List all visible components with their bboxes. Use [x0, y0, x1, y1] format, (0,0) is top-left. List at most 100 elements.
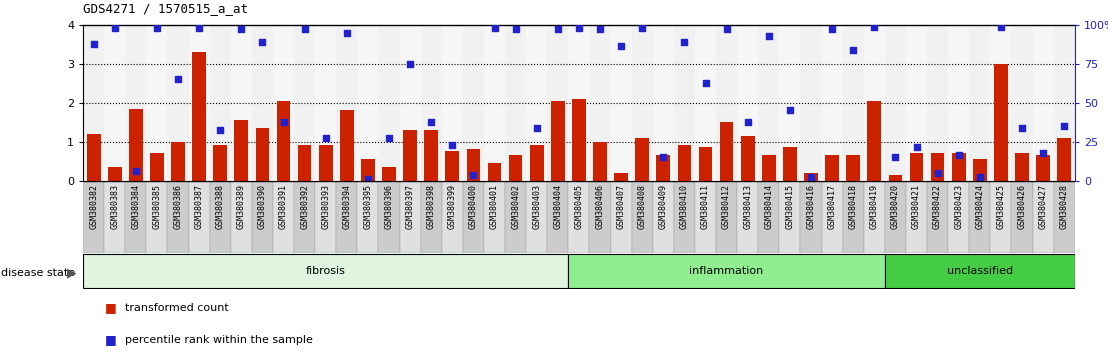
- Point: [106, 25, 124, 31]
- Point: [886, 154, 904, 160]
- Bar: [568, 25, 589, 181]
- Text: GSM380382: GSM380382: [89, 184, 99, 229]
- Point: [380, 135, 398, 141]
- Bar: [1054, 25, 1075, 181]
- Text: GSM380425: GSM380425: [996, 184, 1005, 229]
- Point: [148, 25, 166, 31]
- Text: GSM380413: GSM380413: [743, 184, 752, 229]
- Point: [634, 25, 652, 31]
- Text: GSM380398: GSM380398: [427, 184, 435, 229]
- Bar: [720, 122, 733, 181]
- Text: GSM380421: GSM380421: [912, 184, 921, 229]
- Text: ▶: ▶: [66, 266, 76, 279]
- Bar: [150, 153, 164, 181]
- Point: [443, 143, 461, 148]
- Bar: [931, 153, 944, 181]
- Bar: [340, 110, 353, 181]
- Bar: [277, 101, 290, 181]
- Bar: [843, 25, 864, 181]
- Bar: [551, 101, 565, 181]
- Point: [212, 127, 229, 133]
- Text: GSM380424: GSM380424: [975, 184, 984, 229]
- Bar: [256, 128, 269, 181]
- Text: GSM380392: GSM380392: [300, 184, 309, 229]
- Bar: [319, 145, 332, 181]
- Point: [739, 119, 757, 125]
- Point: [718, 27, 736, 32]
- Bar: [400, 25, 421, 181]
- Bar: [1054, 181, 1075, 253]
- Bar: [252, 181, 273, 253]
- Text: fibrosis: fibrosis: [306, 266, 346, 276]
- Text: GSM380405: GSM380405: [574, 184, 584, 229]
- Bar: [927, 25, 948, 181]
- Bar: [86, 134, 101, 181]
- Point: [85, 41, 103, 47]
- Bar: [466, 149, 480, 181]
- Bar: [188, 181, 209, 253]
- Bar: [632, 181, 653, 253]
- Text: GSM380404: GSM380404: [553, 184, 563, 229]
- Bar: [424, 130, 438, 181]
- Bar: [526, 181, 547, 253]
- Bar: [526, 25, 547, 181]
- Bar: [484, 25, 505, 181]
- Text: GSM380411: GSM380411: [701, 184, 710, 229]
- Text: GSM380397: GSM380397: [406, 184, 414, 229]
- Bar: [209, 25, 230, 181]
- Bar: [298, 145, 311, 181]
- Text: GSM380406: GSM380406: [595, 184, 605, 229]
- Bar: [361, 159, 375, 181]
- Bar: [358, 25, 379, 181]
- Point: [422, 119, 440, 125]
- Bar: [230, 25, 252, 181]
- Bar: [568, 181, 589, 253]
- Bar: [421, 25, 442, 181]
- Point: [548, 27, 566, 32]
- Bar: [635, 138, 649, 181]
- Text: GSM380415: GSM380415: [786, 184, 794, 229]
- Point: [907, 144, 925, 150]
- Bar: [741, 136, 755, 181]
- Point: [485, 25, 503, 31]
- Bar: [403, 130, 417, 181]
- Bar: [125, 181, 146, 253]
- Text: GSM380400: GSM380400: [469, 184, 478, 229]
- Text: GSM380423: GSM380423: [954, 184, 963, 229]
- Bar: [910, 153, 923, 181]
- Bar: [252, 25, 273, 181]
- Bar: [442, 181, 463, 253]
- Text: GSM380416: GSM380416: [807, 184, 815, 229]
- Bar: [804, 173, 818, 181]
- Bar: [906, 181, 927, 253]
- Bar: [273, 25, 294, 181]
- Bar: [593, 142, 607, 181]
- Text: unclassified: unclassified: [946, 266, 1013, 276]
- Point: [613, 44, 630, 49]
- Bar: [674, 181, 695, 253]
- Bar: [906, 25, 927, 181]
- Bar: [779, 25, 800, 181]
- Bar: [125, 25, 146, 181]
- Bar: [83, 25, 104, 181]
- Text: GSM380395: GSM380395: [363, 184, 372, 229]
- Bar: [653, 181, 674, 253]
- Bar: [716, 25, 737, 181]
- Bar: [868, 101, 881, 181]
- Bar: [1033, 25, 1054, 181]
- Bar: [783, 147, 797, 181]
- Text: GSM380390: GSM380390: [258, 184, 267, 229]
- Bar: [83, 181, 104, 253]
- Bar: [505, 25, 526, 181]
- Point: [760, 33, 778, 39]
- Bar: [104, 25, 125, 181]
- Bar: [994, 64, 1008, 181]
- Bar: [146, 181, 167, 253]
- Bar: [927, 181, 948, 253]
- Text: GSM380417: GSM380417: [828, 184, 837, 229]
- Point: [592, 27, 609, 32]
- Bar: [568, 254, 885, 288]
- Text: GSM380407: GSM380407: [617, 184, 626, 229]
- Text: GSM380385: GSM380385: [153, 184, 162, 229]
- Point: [506, 27, 524, 32]
